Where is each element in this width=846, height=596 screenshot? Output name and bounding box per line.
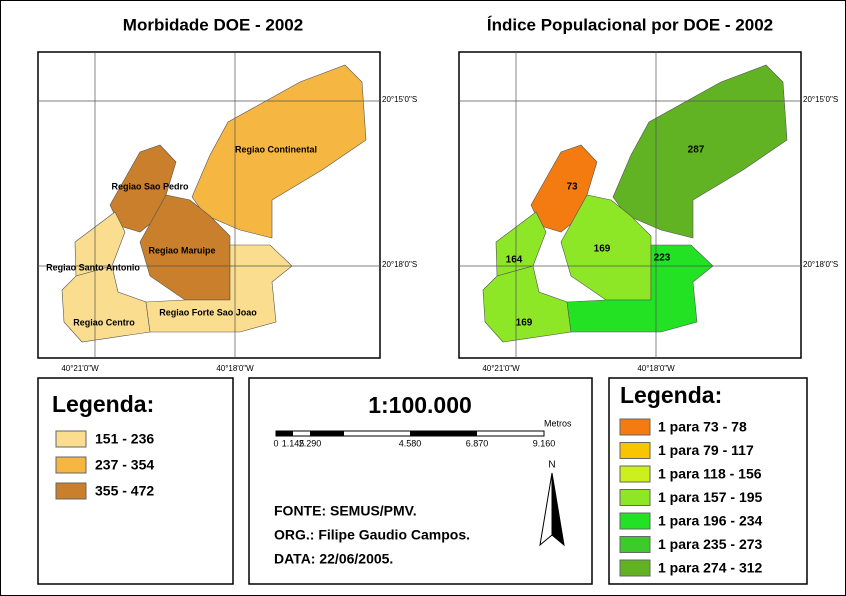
region-label: Regiao Forte Sao Joao [159, 307, 257, 317]
region-label: Regiao Santo Antonio [46, 262, 140, 272]
legend-title: Legenda: [52, 391, 154, 417]
legend: 1 para 73 - 78 1 para 79 - 117 1 para 118 … [619, 418, 763, 577]
legend-label: 1 para 118 - 156 [658, 466, 762, 482]
north-arrow-half [551, 472, 565, 547]
scale-bar-segment [310, 431, 344, 436]
lat-label: 20°15'0"S [382, 95, 417, 104]
legend-label: 237 - 354 [95, 457, 154, 473]
legend-swatch [619, 465, 651, 483]
right-map: 287 73 169 164 169 223 20°15'0"S 20°18'0… [458, 51, 838, 373]
region-label: Regiao Sao Pedro [111, 181, 189, 191]
region-label: Regiao Maruipe [148, 245, 215, 255]
map-title: Morbidade DOE - 2002 [123, 15, 303, 34]
legend-swatch [55, 430, 87, 448]
legend-label: 355 - 472 [95, 483, 154, 499]
legend-label: 1 para 73 - 78 [658, 419, 747, 435]
scale-tick-label: 4.580 [399, 438, 422, 448]
lon-label: 40°21'0"W [482, 364, 520, 373]
scale-tick-label: 0 [273, 438, 278, 448]
legend-swatch [619, 512, 651, 530]
scale-bar [275, 430, 545, 437]
scale-unit: Metros [544, 418, 572, 428]
legend-label: 151 - 236 [95, 431, 154, 447]
lon-label: 40°18'0"W [216, 364, 254, 373]
legend-swatch [55, 456, 87, 474]
region-value: 287 [688, 145, 705, 156]
lat-label: 20°18'0"S [382, 260, 417, 269]
region-value: 223 [654, 253, 671, 264]
legend-label: 1 para 274 - 312 [658, 560, 763, 576]
legend-swatch [55, 482, 87, 500]
credit: FONTE: SEMUS/PMV. [274, 503, 417, 519]
legend-label: 1 para 79 - 117 [658, 442, 754, 458]
legend-label: 1 para 235 - 273 [658, 536, 763, 552]
region-label: Regiao Centro [73, 317, 135, 327]
region [74, 211, 126, 277]
scale-tick-label: 2.290 [299, 438, 322, 448]
left-map: Regiao Continental Regiao Sao Pedro Regi… [37, 51, 417, 373]
scale-ratio: 1:100.000 [368, 392, 472, 418]
region [495, 211, 547, 277]
scale-tick-label: 6.870 [466, 438, 489, 448]
legend-swatch [619, 559, 651, 577]
lat-label: 20°18'0"S [803, 260, 838, 269]
region [191, 64, 367, 239]
north-label: N [548, 460, 555, 471]
region-value: 73 [566, 182, 578, 193]
legend-swatch [619, 442, 651, 459]
legend-label: 1 para 196 - 234 [658, 513, 763, 529]
north-arrow [539, 472, 565, 547]
legend-swatch [619, 536, 651, 553]
map-title: Índice Populacional por DOE - 2002 [487, 15, 773, 34]
info-box [248, 377, 593, 585]
scale-bar-segment [276, 431, 293, 436]
region [612, 64, 788, 239]
legend: 151 - 236 237 - 354 355 - 472 [55, 430, 154, 500]
credit: DATA: 22/06/2005. [274, 551, 393, 567]
scale-bar-segment [410, 431, 477, 436]
legend-box [37, 377, 234, 585]
lon-label: 40°21'0"W [61, 364, 99, 373]
scale-tick-label: 9.160 [533, 438, 556, 448]
region-value: 169 [516, 318, 533, 329]
legend-title: Legenda: [620, 382, 722, 408]
lat-label: 20°15'0"S [803, 95, 838, 104]
region [560, 194, 652, 301]
region-value: 164 [506, 255, 523, 266]
credit: ORG.: Filipe Gaudio Campos. [274, 527, 470, 543]
region-label: Regiao Continental [235, 144, 317, 154]
lon-label: 40°18'0"W [637, 364, 675, 373]
legend-swatch [619, 418, 651, 436]
scale-tick-label: 1.145 [282, 438, 305, 448]
legend-label: 1 para 157 - 195 [658, 489, 763, 505]
region-value: 169 [594, 244, 611, 255]
region [139, 194, 231, 301]
legend-swatch [619, 489, 651, 506]
